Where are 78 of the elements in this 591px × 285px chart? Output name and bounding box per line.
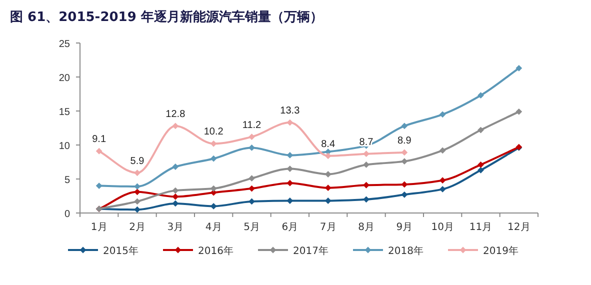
point: [248, 134, 255, 140]
legend-label: 2015年: [103, 245, 138, 257]
x-tick-label: 12月: [508, 222, 530, 233]
point: [478, 162, 484, 168]
point: [286, 119, 294, 126]
point: [210, 203, 217, 210]
legend-label: 2016年: [198, 245, 234, 257]
data-label: 5.9: [130, 156, 145, 167]
y-tick-label: 10: [58, 141, 70, 152]
x-tick-label: 7月: [320, 222, 336, 233]
point: [248, 175, 255, 182]
point: [172, 200, 179, 207]
point: [286, 152, 294, 158]
x-tick-label: 3月: [167, 222, 184, 233]
point: [172, 193, 179, 200]
point: [248, 198, 255, 205]
point: [516, 64, 522, 72]
point: [516, 108, 522, 115]
point: [363, 196, 370, 203]
data-label: 10.2: [204, 126, 224, 138]
data-label: 8.9: [397, 135, 412, 146]
data-label: 13.3: [280, 106, 300, 117]
y-tick-label: 15: [58, 107, 70, 118]
chart-title: 图 61、2015-2019 年逐月新能源汽车销量（万辆）: [10, 9, 323, 25]
point: [401, 158, 408, 165]
point: [401, 181, 408, 188]
y-tick-label: 25: [58, 39, 70, 50]
x-tick-label: 1月: [90, 222, 108, 233]
point: [210, 155, 217, 162]
data-label: 11.2: [242, 120, 262, 131]
point: [172, 187, 179, 194]
point: [324, 152, 332, 160]
y-tick-label: 20: [58, 73, 70, 84]
point: [401, 149, 408, 156]
point: [134, 170, 140, 176]
point: [439, 147, 446, 154]
data-label: 12.8: [166, 108, 186, 120]
point: [286, 198, 294, 204]
x-tick-label: 11月: [469, 222, 492, 233]
point: [134, 188, 140, 196]
point: [324, 171, 332, 178]
point: [401, 191, 408, 198]
point: [324, 184, 332, 192]
point: [134, 206, 140, 213]
legend-label: 2018年: [388, 245, 424, 257]
y-tick-label: 0: [64, 209, 70, 220]
data-label: 9.1: [92, 134, 106, 146]
point: [439, 177, 446, 184]
point: [401, 122, 408, 130]
x-tick-label: 10月: [431, 222, 454, 233]
point: [172, 122, 179, 130]
x-tick-label: 4月: [205, 222, 222, 233]
point: [134, 198, 140, 205]
y-tick-label: 5: [64, 175, 70, 186]
point: [210, 185, 217, 192]
legend-label: 2019年: [483, 245, 518, 257]
x-tick-label: 8月: [358, 222, 374, 233]
point: [478, 166, 484, 174]
point: [324, 198, 332, 204]
point: [363, 162, 370, 168]
x-tick-label: 9月: [396, 222, 413, 233]
point: [96, 182, 102, 189]
point: [439, 111, 446, 118]
point: [248, 144, 255, 151]
point: [363, 150, 370, 158]
legend-label: 2017年: [293, 245, 328, 257]
point: [439, 186, 446, 192]
x-tick-label: 2月: [129, 222, 146, 233]
x-tick-label: 5月: [244, 222, 260, 233]
point: [172, 164, 179, 170]
point: [286, 180, 294, 186]
point: [363, 182, 370, 188]
point: [286, 166, 294, 172]
point: [96, 148, 102, 154]
point: [210, 140, 217, 147]
data-label: 8.4: [321, 138, 336, 150]
point: [478, 92, 484, 99]
x-tick-label: 6月: [282, 222, 298, 233]
